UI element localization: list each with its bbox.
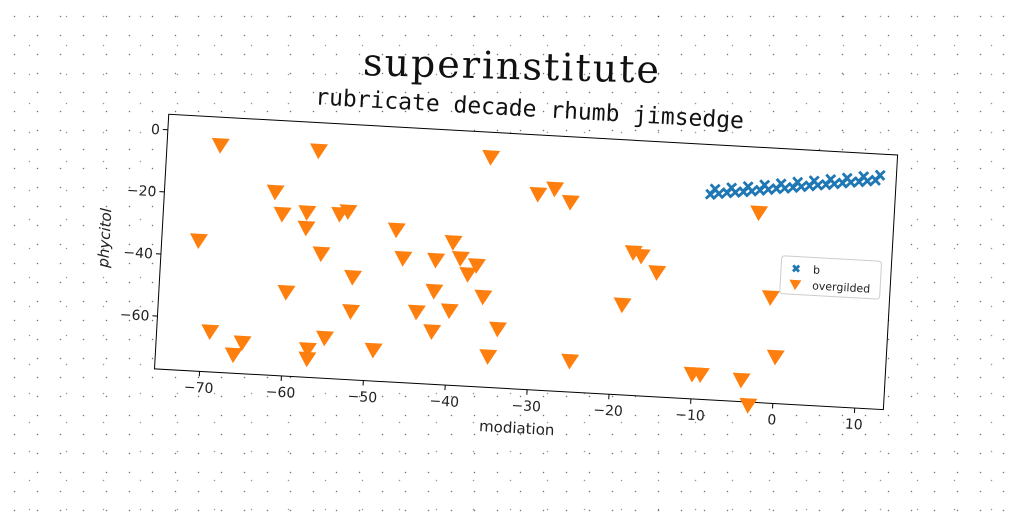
- data-point-overgilded: [266, 184, 285, 201]
- plot-area: [153, 113, 899, 411]
- data-point-overgilded: [451, 251, 470, 267]
- x-tick-label: −10: [675, 407, 705, 425]
- data-point-b: [824, 173, 837, 185]
- data-point-overgilded: [316, 330, 335, 347]
- x-tick-label: 0: [767, 412, 777, 428]
- data-point-b: [725, 182, 738, 194]
- x-tick-label: −20: [593, 402, 623, 420]
- data-point-overgilded: [691, 367, 710, 383]
- x-axis-label: modiation: [479, 417, 555, 439]
- data-point-b: [791, 176, 804, 188]
- data-point-overgilded: [298, 351, 317, 368]
- data-point-overgilded: [423, 324, 442, 340]
- data-point-overgilded: [444, 235, 463, 251]
- data-point-overgilded: [331, 206, 350, 223]
- data-point-overgilded: [561, 194, 580, 211]
- x-tick-label: −60: [265, 384, 295, 402]
- y-tick-label: 0: [150, 122, 160, 138]
- data-point-overgilded: [440, 303, 459, 320]
- data-point-overgilded: [277, 284, 296, 301]
- data-point-overgilded: [474, 289, 493, 306]
- y-axis-label: phycitol: [94, 207, 115, 269]
- data-point-b: [874, 169, 886, 181]
- data-point-b: [857, 170, 870, 183]
- y-axis: 0 −20 −40 −60: [119, 122, 168, 325]
- data-point-b: [742, 180, 754, 193]
- data-point-overgilded: [233, 335, 252, 352]
- data-point-overgilded: [482, 149, 501, 166]
- data-point-overgilded: [766, 349, 785, 366]
- data-point-overgilded: [648, 265, 667, 281]
- data-point-b: [808, 175, 820, 187]
- legend-label: b: [813, 263, 821, 276]
- data-point-overgilded: [561, 353, 580, 370]
- data-point-overgilded: [298, 342, 317, 358]
- legend-marker-overgilded: [789, 279, 802, 291]
- data-point-overgilded: [750, 205, 769, 222]
- x-tick-label: −40: [429, 393, 459, 411]
- legend: b overgilded: [779, 255, 882, 300]
- data-point-b: [709, 183, 721, 195]
- data-point-overgilded: [312, 246, 331, 263]
- data-point-overgilded: [394, 250, 413, 267]
- data-point-overgilded: [427, 252, 446, 269]
- data-point-overgilded: [310, 143, 329, 160]
- scatter-chart: 0 −20 −40 −60 −70 −60 −50 −40 −30 −20 −10 0 10 modi…: [94, 113, 899, 439]
- data-point-overgilded: [467, 258, 486, 274]
- data-point-overgilded: [459, 267, 478, 283]
- data-point-overgilded: [342, 304, 361, 320]
- y-tick-label: −20: [126, 183, 156, 201]
- data-point-overgilded: [387, 222, 406, 239]
- legend-box: [779, 255, 882, 300]
- x-tick-label: 10: [844, 416, 863, 433]
- x-tick-label: −70: [183, 380, 213, 398]
- data-point-overgilded: [201, 324, 220, 341]
- legend-label: overgilded: [812, 279, 871, 295]
- y-tick-label: −60: [119, 307, 149, 325]
- x-tick-label: −50: [347, 389, 377, 407]
- legend-marker-b: [791, 264, 801, 273]
- data-point-overgilded: [297, 220, 316, 237]
- data-point-overgilded: [546, 181, 565, 198]
- data-point-overgilded: [224, 347, 243, 364]
- data-point-overgilded: [613, 297, 632, 314]
- data-point-overgilded: [344, 269, 363, 286]
- data-point-b: [775, 177, 787, 190]
- data-point-overgilded: [739, 397, 758, 414]
- y-tick-label: −40: [123, 245, 153, 263]
- data-point-overgilded: [211, 137, 230, 154]
- x-tick-label: −30: [511, 398, 541, 416]
- data-point-overgilded: [407, 304, 426, 321]
- data-point-overgilded: [190, 233, 209, 250]
- data-point-overgilded: [364, 342, 383, 359]
- data-point-overgilded: [529, 186, 548, 203]
- data-point-overgilded: [425, 283, 444, 300]
- data-point-overgilded: [489, 321, 508, 338]
- data-point-b: [841, 172, 853, 184]
- data-point-overgilded: [479, 349, 498, 365]
- data-point-b: [758, 179, 771, 191]
- data-point-overgilded: [298, 205, 317, 221]
- x-axis: −70 −60 −50 −40 −30 −20 −10 0 10: [183, 371, 863, 433]
- data-points: [190, 137, 886, 414]
- data-point-overgilded: [732, 372, 751, 389]
- data-point-overgilded: [273, 206, 292, 223]
- figure: rubricate decade rhumb jimsedge 0 −20 −40−…: [70, 72, 929, 488]
- data-point-overgilded: [761, 290, 780, 306]
- data-point-overgilded: [632, 248, 651, 265]
